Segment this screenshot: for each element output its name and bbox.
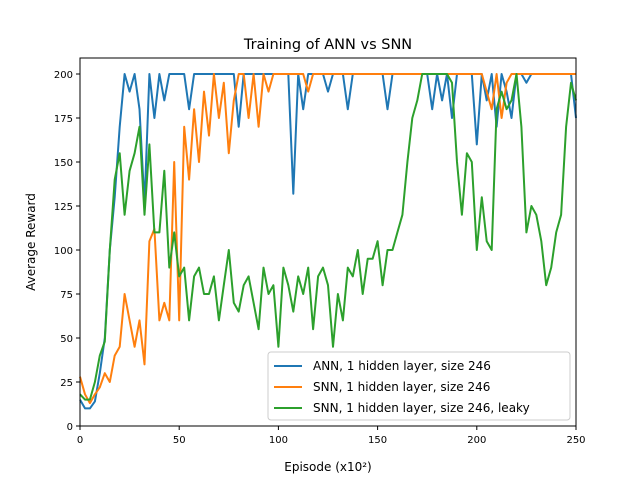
y-tick-label: 75 bbox=[60, 290, 73, 301]
x-axis-label: Episode (x10²) bbox=[284, 460, 372, 474]
y-tick-label: 50 bbox=[60, 334, 73, 345]
y-tick-label: 200 bbox=[54, 70, 73, 81]
x-axis-ticks: 0 50 100 150 200 250 bbox=[77, 426, 586, 446]
y-tick-label: 150 bbox=[54, 158, 73, 169]
x-tick-label: 150 bbox=[368, 435, 387, 446]
x-tick-label: 0 bbox=[77, 435, 83, 446]
series-line-1 bbox=[79, 73, 576, 405]
y-axis-ticks: 0 25 50 75 100 125 150 175 200 bbox=[54, 70, 80, 433]
y-tick-label: 25 bbox=[60, 378, 73, 389]
y-tick-label: 175 bbox=[54, 114, 73, 125]
series-line-2 bbox=[79, 73, 577, 401]
legend-label-0: ANN, 1 hidden layer, size 246 bbox=[313, 359, 491, 373]
y-tick-label: 100 bbox=[54, 246, 73, 257]
y-tick-label: 125 bbox=[54, 202, 73, 213]
plot-lines bbox=[79, 73, 577, 410]
y-tick-label: 0 bbox=[67, 422, 73, 433]
legend: ANN, 1 hidden layer, size 246 SNN, 1 hidd… bbox=[267, 351, 571, 421]
chart-title: Training of ANN vs SNN bbox=[243, 37, 412, 53]
x-tick-label: 100 bbox=[269, 435, 288, 446]
x-tick-label: 250 bbox=[566, 435, 585, 446]
x-tick-label: 50 bbox=[173, 435, 186, 446]
legend-label-1: SNN, 1 hidden layer, size 246 bbox=[313, 380, 490, 394]
x-tick-label: 200 bbox=[467, 435, 486, 446]
legend-box bbox=[267, 351, 571, 421]
plot-frame bbox=[79, 57, 577, 427]
legend-label-2: SNN, 1 hidden layer, size 246, leaky bbox=[313, 401, 530, 415]
y-axis-label: Average Reward bbox=[24, 193, 38, 291]
